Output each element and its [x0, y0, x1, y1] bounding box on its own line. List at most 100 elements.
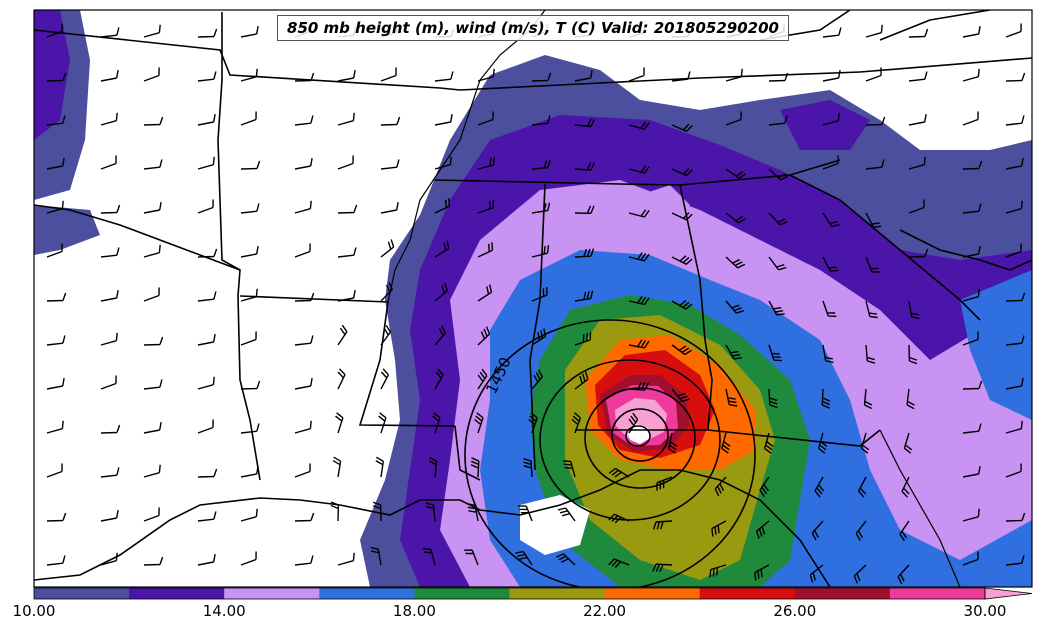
wind-barb [100, 289, 119, 302]
wind-barb [1005, 512, 1026, 522]
wind-barb [531, 287, 548, 302]
wind-barb [474, 412, 484, 434]
wind-barb [962, 331, 979, 346]
wind-barb [903, 432, 913, 454]
wind-barb [515, 550, 533, 566]
wind-barb [906, 388, 915, 410]
wind-barb [863, 388, 873, 410]
wind-barb [46, 23, 63, 38]
wind-barb [865, 344, 876, 364]
wind-barb [100, 375, 117, 390]
border-ne-wv [879, 10, 991, 41]
border-nc-va [859, 57, 1032, 73]
wind-barb [100, 467, 120, 478]
wind-barb [464, 549, 479, 566]
wind-barb [100, 552, 118, 566]
contour-1250 [625, 425, 651, 447]
wind-barb [240, 203, 260, 214]
wind-barb [337, 289, 356, 302]
wind-barb [197, 333, 216, 346]
wind-barb [759, 476, 770, 498]
wind-barb [725, 168, 747, 179]
border-east-states [879, 429, 961, 587]
wind-barb [822, 112, 840, 126]
wind-barb [768, 300, 785, 316]
wind-barb [763, 432, 774, 454]
wind-barb [46, 292, 67, 302]
wind-barb [652, 520, 673, 530]
wind-barb [962, 68, 980, 82]
wind-barb [557, 507, 576, 522]
wind-barb [294, 512, 315, 522]
wind-barb [1005, 463, 1022, 478]
wind-barb [671, 123, 693, 132]
wind-barb [821, 388, 831, 409]
colorbar-tick-label: 18.00 [392, 602, 436, 620]
wind-barb [378, 412, 387, 434]
wind-barb [865, 116, 886, 126]
field-eye [627, 424, 650, 444]
colorbar-segment [699, 588, 796, 599]
wind-barb [531, 245, 550, 258]
wind-barb [822, 344, 834, 364]
wind-barb [908, 156, 926, 170]
wind-barb [197, 248, 218, 258]
wind-barb [628, 412, 639, 434]
wind-barb [197, 199, 214, 214]
wind-barb [721, 432, 731, 454]
wind-barb [962, 465, 981, 478]
wind-barb [865, 24, 883, 38]
wind-barb [197, 511, 217, 522]
wind-barb [860, 432, 870, 454]
wind-barb [240, 551, 257, 566]
wind-barb [380, 67, 397, 82]
wind-barb [240, 160, 261, 170]
wind-barb [294, 463, 311, 478]
wind-barb [574, 331, 592, 346]
contour-1300 [611, 408, 669, 462]
wind-barb [962, 380, 983, 390]
wind-barb [100, 424, 121, 434]
wind-barb [574, 162, 595, 171]
wind-barb [467, 503, 479, 522]
colorbar [33, 587, 1033, 600]
colorbar-tick-label: 26.00 [773, 602, 817, 620]
wind-barb [197, 71, 217, 82]
wind-barb [370, 546, 382, 566]
wind-barb [337, 368, 346, 390]
wind-barb [197, 28, 218, 38]
wind-barb [628, 67, 645, 82]
wind-barb [962, 111, 979, 126]
contour-1400 [539, 359, 721, 521]
map-title: 850 mb height (m), wind (m/s), T (C) Val… [277, 15, 789, 41]
border-tx-ok [34, 204, 241, 271]
contour-1450 [464, 319, 756, 587]
colorbar-tick-label: 10.00 [12, 602, 56, 620]
wind-barb [768, 212, 788, 226]
wind-barb [143, 507, 160, 522]
wind-barb [197, 553, 216, 566]
wind-barb [143, 159, 163, 170]
wind-barb [822, 27, 842, 38]
wind-barb [46, 335, 66, 346]
wind-barb [725, 256, 746, 269]
wind-barb [294, 335, 314, 346]
border-ms-al [529, 183, 546, 471]
field-left-top-inner [34, 10, 70, 140]
wind-barb [656, 476, 673, 491]
coast-atlantic [899, 229, 1032, 271]
wind-barb [1005, 335, 1025, 346]
wind-barb [240, 68, 258, 82]
wind-barb [814, 476, 825, 498]
wind-barb [434, 283, 449, 302]
wind-barb [143, 67, 160, 82]
wind-barb [574, 248, 595, 258]
colorbar-frame [33, 587, 986, 600]
wind-barb [380, 201, 399, 214]
state-borders [34, 10, 1032, 587]
colorbar-segment [604, 588, 701, 599]
border-ky-tn [459, 71, 861, 91]
wind-barb [337, 324, 348, 346]
wind-barb [240, 508, 258, 522]
wind-barb [671, 167, 693, 177]
